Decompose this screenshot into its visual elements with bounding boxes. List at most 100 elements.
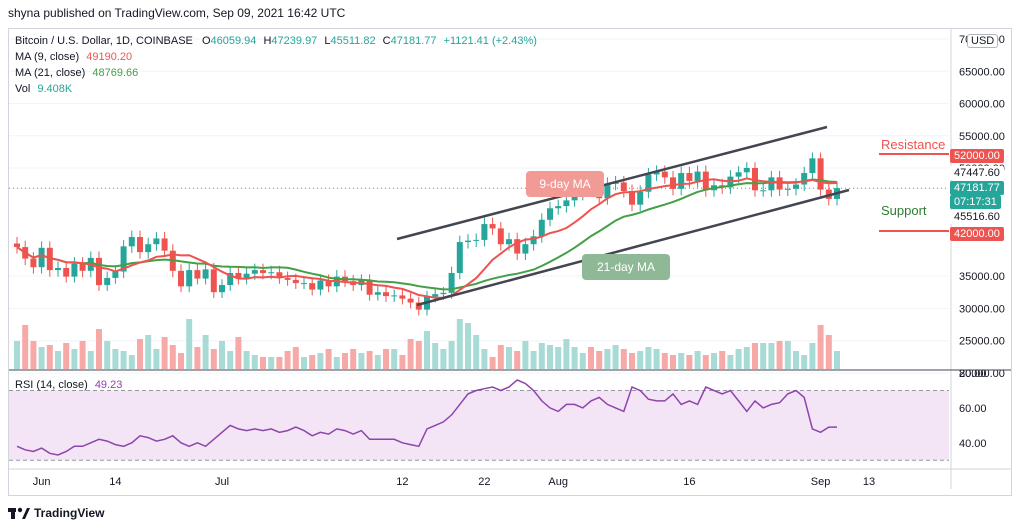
volume-bar [637, 351, 644, 369]
ma9-callout-text: 9-day MA [539, 177, 590, 191]
candle-body [563, 200, 570, 207]
rsi-label: RSI (14, close) [15, 379, 88, 391]
volume-bar [530, 351, 537, 369]
ma21-label: MA (21, close) [15, 67, 86, 79]
volume-bar [793, 351, 799, 369]
volume-bar [702, 355, 709, 369]
volume-bar [383, 349, 389, 369]
time-axis-label: Jul [215, 476, 229, 488]
volume-bar [571, 347, 578, 369]
candle-body [399, 295, 406, 299]
volume-bar [415, 341, 422, 369]
candle-body [219, 285, 225, 293]
time-axis-label: Jun [33, 476, 51, 488]
volume-bar [342, 353, 348, 369]
ma9-line [16, 177, 838, 299]
price-axis-label: 25000.00 [959, 336, 1005, 348]
candle-body [670, 177, 676, 189]
time-axis-label: 14 [109, 476, 121, 488]
candle-body [227, 272, 234, 286]
price-axis-label: 65000.00 [959, 66, 1005, 78]
volume-bar [55, 351, 61, 369]
resistance-label: Resistance [881, 137, 945, 152]
candle-body [210, 269, 217, 293]
support-label: Support [881, 203, 927, 218]
volume-bar [186, 319, 193, 369]
volume-bar [547, 345, 553, 369]
candle-body [784, 188, 791, 190]
volume-bar [801, 355, 808, 369]
ma-price-tag: 47447.60 [950, 166, 1004, 180]
high-label: H [263, 35, 272, 47]
volume-bar [227, 351, 234, 369]
volume-bar [350, 349, 357, 369]
candle-body [79, 263, 86, 271]
volume-bar [432, 343, 439, 369]
rsi-band [9, 390, 949, 461]
volume-bar [358, 353, 365, 369]
volume-bar [481, 349, 488, 369]
candle-body [604, 183, 611, 199]
volume-bar [87, 351, 94, 369]
volume-bar [178, 353, 184, 369]
candle-body [620, 182, 627, 192]
price-axis-label: 30000.00 [959, 303, 1005, 315]
candle-body [448, 272, 455, 293]
change-value: +1121.41 (+2.43%) [443, 35, 537, 47]
candle-body [260, 270, 266, 273]
ma21-price-tag: 45516.60 [950, 210, 1004, 224]
volume-bar [251, 355, 258, 369]
price-axis-label: 35000.00 [959, 271, 1005, 283]
footer-brand: TradingView [8, 506, 104, 520]
volume-bar [268, 357, 275, 369]
volume-bar [260, 357, 266, 369]
volume-bar [292, 347, 299, 369]
time-axis-label: 16 [683, 476, 695, 488]
ma9-legend: MA (9, close) 49190.20 [15, 51, 132, 63]
volume-bar [776, 341, 783, 369]
volume-bar [243, 351, 250, 369]
volume-bar [71, 349, 78, 369]
candle-body [186, 270, 193, 287]
volume-bar [456, 319, 463, 369]
candle-body [30, 258, 37, 268]
candle-body [817, 158, 824, 190]
candle-body [301, 283, 307, 285]
open-label: O [201, 35, 211, 47]
symbol-legend: Bitcoin / U.S. Dollar, 1D, COINBASE O460… [15, 35, 537, 47]
volume-bar [145, 335, 152, 369]
candle-body [128, 237, 135, 247]
volume-bar [555, 347, 562, 369]
volume-bar [784, 341, 791, 369]
low-label: L [324, 35, 331, 47]
candle-body [14, 243, 20, 248]
publish-header: shyna published on TradingView.com, Sep … [8, 6, 346, 20]
volume-bar [711, 353, 717, 369]
price-axis-label: 60000.00 [959, 99, 1005, 111]
volume-bar [366, 351, 373, 369]
volume-bar [768, 343, 775, 369]
candle-body [473, 239, 480, 241]
ma21-value: 48769.66 [92, 67, 139, 79]
volume-bar [809, 343, 816, 369]
candle-series [14, 152, 840, 316]
candle-body [801, 173, 808, 185]
candle-body [571, 193, 578, 201]
volume-bar [120, 351, 127, 369]
chart-frame[interactable]: 70000.0065000.0060000.0055000.0050000.00… [8, 28, 1012, 496]
candle-body [752, 168, 758, 191]
candle-body [383, 292, 389, 297]
volume-bar [424, 331, 430, 369]
volume-bar [629, 353, 635, 369]
volume-bar [448, 341, 455, 369]
volume-bar [301, 357, 307, 369]
volume-bar [735, 349, 742, 369]
volume-bar [620, 349, 627, 369]
volume-bar [391, 349, 398, 369]
candle-body [481, 224, 488, 240]
volume-bar [161, 337, 168, 369]
ma9-label: MA (9, close) [15, 51, 80, 63]
currency-button[interactable]: USD [967, 34, 999, 48]
ma21-line [16, 178, 838, 291]
volume-bar [38, 347, 45, 369]
